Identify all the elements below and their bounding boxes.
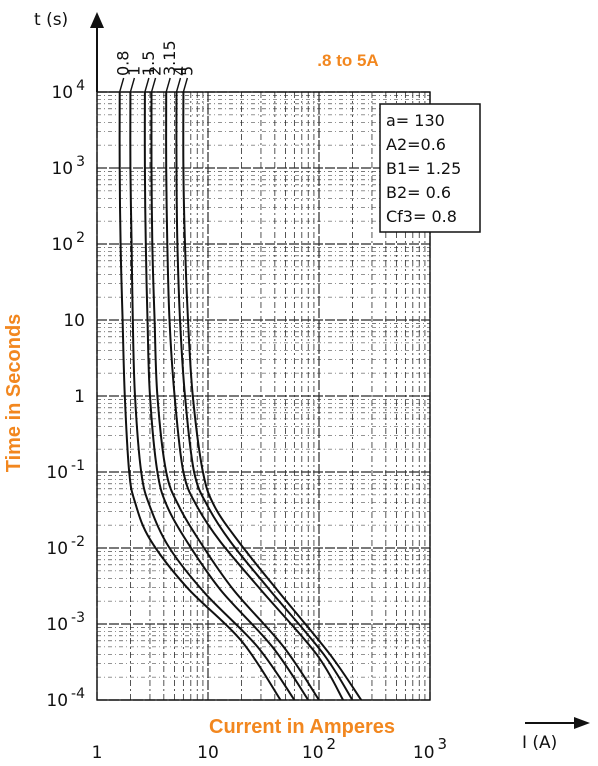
y-tick-base: 10 [46, 539, 68, 559]
x-axis-title: Current in Amperes [209, 716, 395, 738]
x-tick-exponent: 3 [438, 735, 448, 753]
series-leader-1-5 [144, 77, 150, 93]
y-tick-label: 10 [63, 311, 85, 331]
curve-5 [182, 91, 363, 701]
y-tick-base: 10 [51, 235, 73, 255]
x-tick-exponent: 2 [327, 735, 337, 753]
series-label-3-15: 3.15 [160, 40, 179, 76]
x-tick-label: 10 [197, 743, 219, 763]
series-label-2: 2 [146, 66, 165, 76]
y-tick-label: 10 -1 [46, 458, 85, 483]
parameter-legend-box [379, 103, 481, 233]
y-tick-exponent: 2 [76, 230, 85, 246]
series-label-1: 1 [124, 66, 143, 76]
y-tick-exponent: -2 [71, 534, 85, 550]
x-axis-arrowhead [574, 717, 590, 729]
grid [96, 91, 431, 701]
x-tick-label: 10 3 [413, 735, 447, 763]
series-label-0-8: 0.8 [114, 51, 133, 76]
y-tick-base: 10 [63, 311, 85, 331]
y-tick-label: 10 2 [51, 230, 85, 255]
y-tick-base: 10 [51, 83, 73, 103]
x-tick-base: 10 [197, 743, 219, 763]
y-tick-base: 1 [74, 387, 85, 407]
y-tick-label: 10 -3 [46, 610, 85, 635]
x-tick-base: 10 [413, 743, 435, 763]
y-tick-label: 10 4 [51, 78, 85, 103]
x-tick-label: 10 2 [302, 735, 336, 763]
series-leader-2 [150, 77, 157, 93]
y-tick-label: 1 [74, 387, 85, 407]
legend-line-a: a= 130 [386, 111, 445, 130]
y-axis-symbol: t (s) [34, 10, 68, 30]
y-tick-label: 10 3 [51, 154, 85, 179]
curves [118, 91, 363, 701]
x-tick-base: 10 [302, 743, 324, 763]
curve-3-15 [165, 91, 344, 701]
series-label-4: 4 [170, 66, 189, 76]
x-axis-arrow [525, 717, 590, 729]
legend-line-cf3: Cf3= 0.8 [386, 207, 457, 226]
series-leader-1 [129, 77, 136, 93]
plot-frame [96, 91, 431, 701]
legend-line-b2: B2= 0.6 [386, 183, 451, 202]
y-tick-base: 10 [46, 691, 68, 711]
y-tick-base: 10 [51, 159, 73, 179]
chart-title: .8 to 5A [317, 51, 378, 70]
y-tick-label: 10 -2 [46, 534, 85, 559]
y-tick-base: 10 [46, 615, 68, 635]
x-axis-symbol: I (A) [522, 733, 557, 753]
series-leader-0-8 [118, 77, 125, 93]
legend-line-b1: B1= 1.25 [386, 159, 461, 178]
y-axis-arrowhead [90, 12, 104, 28]
x-tick-base: 1 [92, 743, 103, 763]
series-leader-3-15 [165, 77, 171, 93]
curve-2 [150, 91, 320, 701]
series-leader-4 [175, 77, 182, 93]
curve-4 [175, 91, 354, 701]
y-tick-exponent: 4 [76, 78, 85, 94]
y-axis-title: Time in Seconds [3, 314, 25, 473]
y-tick-exponent: -3 [71, 610, 85, 626]
y-tick-base: 10 [46, 463, 68, 483]
y-tick-exponent: -1 [71, 458, 85, 474]
y-tick-label: 10 -4 [46, 686, 85, 711]
series-label-1-5: 1.5 [139, 51, 158, 76]
curve-1-5 [143, 91, 310, 701]
parameter-legend: a= 130 A2=0.6 B1= 1.25 B2= 0.6 Cf3= 0.8 [379, 103, 481, 233]
y-tick-exponent: -4 [71, 686, 85, 702]
curve-1 [129, 91, 296, 701]
legend-line-a2: A2=0.6 [386, 135, 446, 154]
y-tick-exponent: 3 [76, 154, 85, 170]
y-axis-arrow [90, 12, 104, 92]
series-leader-5 [182, 77, 189, 93]
series-label-5: 5 [177, 66, 196, 76]
curve-0-8 [118, 91, 282, 701]
x-tick-label: 1 [92, 743, 103, 763]
